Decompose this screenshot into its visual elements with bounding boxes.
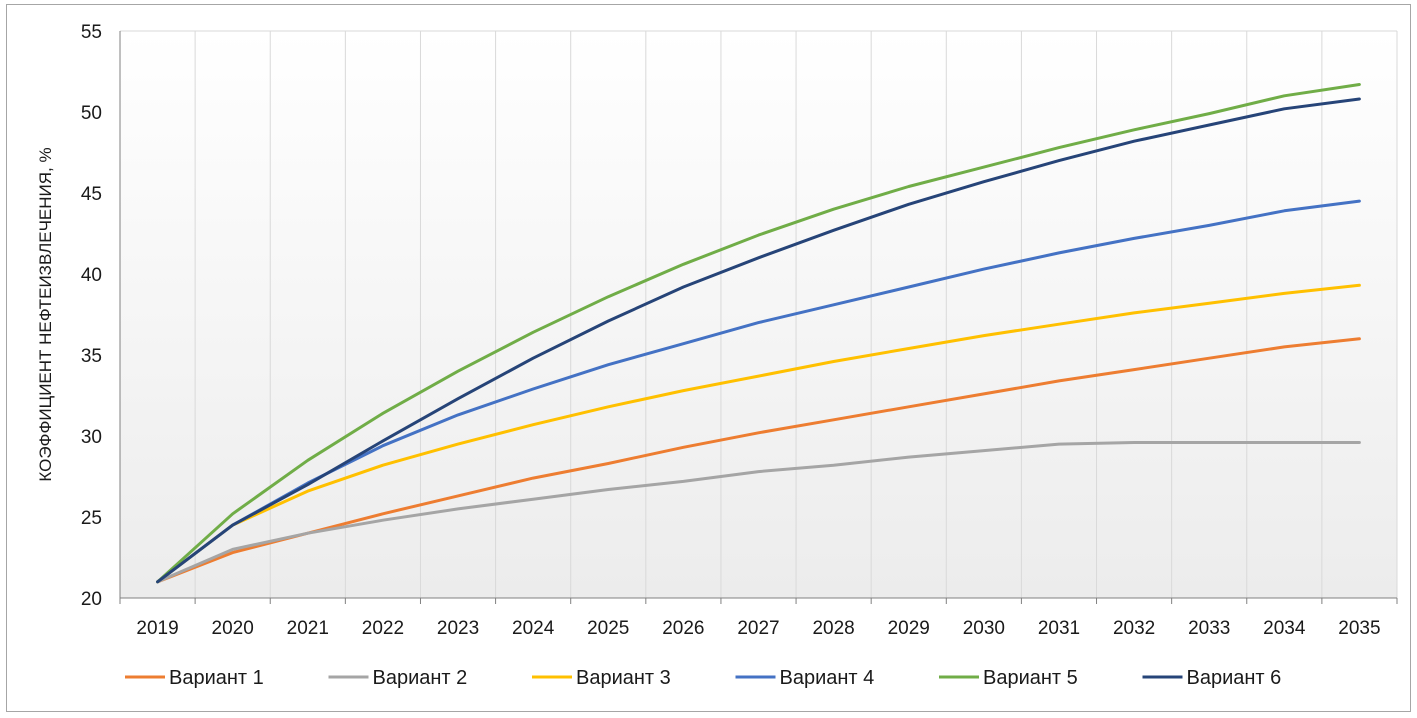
legend: Вариант 1 Вариант 2 Вариант 3 Вариант 4 Вари…	[125, 667, 1281, 689]
legend-label-2: Вариант 2	[373, 667, 468, 689]
y-tick-label: 50	[81, 103, 102, 124]
chart-frame: 20 25 30 35 40 45 50 55 2019 2020 2021 2022 2023 202…	[6, 4, 1411, 712]
series-line-4	[156, 199, 1361, 584]
legend-label-5: Вариант 5	[983, 667, 1078, 689]
x-tick-label: 2026	[662, 618, 704, 639]
y-tick-label: 25	[81, 508, 102, 529]
y-tick-label: 35	[81, 346, 102, 367]
x-tick-label: 2022	[362, 618, 404, 639]
x-tick-label: 2025	[587, 618, 629, 639]
x-tick-label: 2024	[512, 618, 555, 639]
x-tick-label: 2027	[737, 618, 779, 639]
y-tick-label: 20	[81, 589, 102, 610]
x-tick-label: 2031	[1038, 618, 1080, 639]
series-line-3	[156, 283, 1361, 584]
x-tick-label: 2030	[963, 618, 1005, 639]
y-tick-label: 40	[81, 265, 102, 286]
legend-label-1: Вариант 1	[169, 667, 264, 689]
series-line-5	[156, 83, 1361, 584]
series-line-2	[156, 441, 1361, 584]
y-tick-label: 30	[81, 427, 102, 448]
x-axis-ticks: 2019 2020 2021 2022 2023 2024 2025 2026 2027 2028…	[136, 618, 1380, 639]
x-tick-label: 2020	[212, 618, 254, 639]
x-tick-label: 2023	[437, 618, 479, 639]
x-tick-label: 2033	[1188, 618, 1230, 639]
legend-label-4: Вариант 4	[780, 667, 875, 689]
x-tick-label: 2034	[1263, 618, 1306, 639]
x-tick-label: 2029	[888, 618, 930, 639]
legend-label-6: Вариант 6	[1187, 667, 1282, 689]
y-tick-label: 55	[81, 22, 102, 43]
grid-lines	[119, 30, 1398, 598]
x-tick-label: 2032	[1113, 618, 1155, 639]
series-lines	[156, 83, 1361, 584]
plot-area	[120, 31, 1397, 598]
series-line-1	[156, 337, 1361, 584]
y-tick-label: 45	[81, 184, 102, 205]
axes	[119, 31, 1398, 604]
series-line-6	[156, 97, 1361, 584]
x-tick-label: 2019	[136, 618, 178, 639]
y-axis-label: КОЭФФИЦИЕНТ НЕФТЕИЗВЛЕЧЕНИЯ, %	[36, 147, 55, 481]
x-tick-label: 2035	[1338, 618, 1380, 639]
legend-label-3: Вариант 3	[576, 667, 671, 689]
y-axis-ticks: 20 25 30 35 40 45 50 55	[81, 22, 102, 610]
x-tick-label: 2021	[287, 618, 329, 639]
x-tick-label: 2028	[812, 618, 854, 639]
